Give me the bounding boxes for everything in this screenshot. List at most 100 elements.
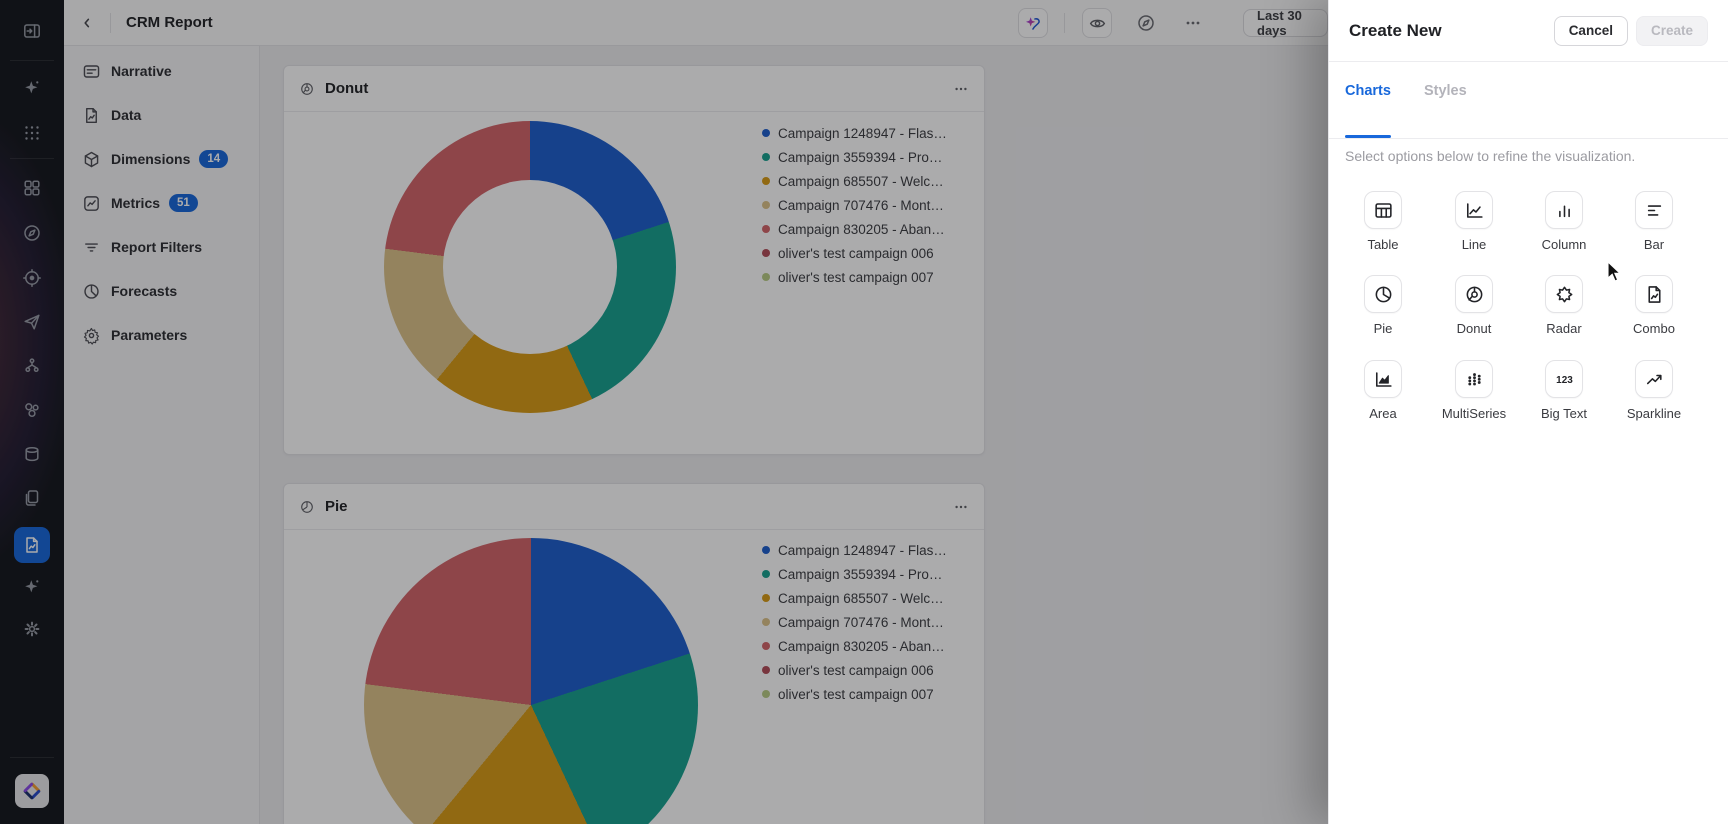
narrative-icon [83,64,100,78]
legend-item[interactable]: Campaign 707476 - Mont… [762,610,947,634]
nav-item-forecasts[interactable]: Forecasts [72,276,254,306]
sidebar-item-pages-icon[interactable] [20,486,44,510]
nav-item-metrics[interactable]: Metrics 51 [72,188,254,218]
nav-item-label: Metrics [111,195,161,211]
chart-type-sparkline[interactable]: Sparkline [1609,360,1699,421]
chart-type-tile[interactable] [1455,191,1493,229]
chevron-left-icon [84,18,90,28]
chart-type-multiseries[interactable]: MultiSeries [1429,360,1519,421]
back-button[interactable] [73,9,101,37]
legend-item[interactable]: Campaign 830205 - Aban… [762,217,947,241]
legend-item[interactable]: Campaign 3559394 - Pro… [762,145,947,169]
sidebar-item-sparkles-icon[interactable] [20,575,44,599]
legend-color-dot [762,225,770,233]
legend-item[interactable]: Campaign 1248947 - Flas… [762,538,947,562]
chart-type-tile[interactable] [1364,191,1402,229]
report-canvas: Donut Campaign 1248947 - Flas… Campaign 3… [260,46,1328,824]
legend-item[interactable]: Campaign 830205 - Aban… [762,634,947,658]
rail-divider [10,158,54,159]
nav-item-badge: 14 [199,150,229,168]
nav-item-label: Forecasts [111,283,178,299]
donut-chart[interactable] [384,121,676,413]
sidebar-item-database-icon[interactable] [20,443,44,467]
sidebar-item-report-icon[interactable] [14,527,50,563]
nav-item-narrative[interactable]: Narrative [72,56,254,86]
legend-item[interactable]: Campaign 3559394 - Pro… [762,562,947,586]
sidebar-item-sparkles-icon[interactable] [20,76,44,100]
legend-color-dot [762,570,770,578]
ai-assistant-button[interactable] [1018,8,1048,38]
chart-type-tile[interactable] [1455,360,1493,398]
pie-chart[interactable] [364,538,698,824]
sidebar-item-panel-toggle-icon[interactable] [20,19,44,43]
sidebar-item-groups-icon[interactable] [20,398,44,422]
legend-color-dot [762,546,770,554]
legend-label: Campaign 1248947 - Flas… [778,125,947,141]
legend-item[interactable]: oliver's test campaign 007 [762,682,947,706]
sidebar-item-send-icon[interactable] [20,310,44,334]
sidebar-item-hierarchy-icon[interactable] [20,354,44,378]
ai-sparkle-icon [1025,16,1040,30]
tab-styles[interactable]: Styles [1423,83,1467,99]
chart-type-tile[interactable]: 123 [1545,360,1583,398]
chart-type-tile[interactable] [1364,275,1402,313]
bigtext-chart-icon: 123 [1556,375,1573,386]
sidebar-item-compass-icon[interactable] [20,221,44,245]
rail-divider [10,60,54,61]
parameters-icon [83,327,100,345]
chart-type-tile[interactable] [1635,191,1673,229]
donut-chart-icon [1466,286,1482,302]
chart-type-big-text[interactable]: 123 Big Text [1519,360,1609,421]
chart-type-donut[interactable]: Donut [1429,275,1519,336]
legend-item[interactable]: oliver's test campaign 006 [762,241,947,265]
panel-hint-text: Select options below to refine the visua… [1345,148,1636,164]
chart-type-label: Area [1369,406,1397,421]
chart-type-combo[interactable]: Combo [1609,275,1699,336]
donut-card-header: Donut [284,66,984,112]
column-chart-icon [1558,205,1570,217]
date-range-button[interactable]: Last 30 days [1243,8,1328,38]
legend-item[interactable]: Campaign 685507 - Welc… [762,169,947,193]
panel-tabs: Charts Styles [1329,62,1728,139]
legend-item[interactable]: Campaign 685507 - Welc… [762,586,947,610]
tab-charts[interactable]: Charts [1345,83,1391,138]
nav-item-dimensions[interactable]: Dimensions 14 [72,144,254,174]
legend-item[interactable]: Campaign 707476 - Mont… [762,193,947,217]
explore-button[interactable] [1136,13,1156,33]
legend-item[interactable]: oliver's test campaign 006 [762,658,947,682]
chart-type-tile[interactable] [1635,275,1673,313]
legend-item[interactable]: Campaign 1248947 - Flas… [762,121,947,145]
create-button[interactable]: Create [1635,15,1708,46]
chart-type-column[interactable]: Column [1519,191,1609,252]
chart-type-table[interactable]: Table [1338,191,1428,252]
sidebar-item-target-icon[interactable] [20,266,44,290]
more-options-button[interactable] [1183,13,1203,33]
nav-item-parameters[interactable]: Parameters [72,320,254,350]
combo-chart-icon [1647,285,1661,303]
cancel-button[interactable]: Cancel [1553,15,1628,46]
chart-type-label: Donut [1456,321,1492,336]
legend-item[interactable]: oliver's test campaign 007 [762,265,947,289]
chart-type-tile[interactable] [1364,360,1402,398]
brand-logo-icon [23,782,41,800]
chart-type-area[interactable]: Area [1338,360,1428,421]
chart-type-pie[interactable]: Pie [1338,275,1428,336]
chart-type-tile[interactable] [1455,275,1493,313]
chart-type-line[interactable]: Line [1429,191,1519,252]
nav-item-report-filters[interactable]: Report Filters [72,232,254,262]
card-menu-button[interactable] [953,495,969,519]
card-menu-button[interactable] [953,77,969,101]
preview-button[interactable] [1082,8,1112,38]
sidebar-item-apps-grid-icon[interactable] [20,121,44,145]
chart-type-tile[interactable] [1635,360,1673,398]
chart-type-radar[interactable]: Radar [1519,275,1609,336]
chart-type-tile[interactable] [1545,191,1583,229]
sidebar-item-settings-icon[interactable] [20,617,44,641]
legend-color-dot [762,666,770,674]
nav-item-data[interactable]: Data [72,100,254,130]
nav-item-badge: 51 [169,194,198,212]
chart-type-bar[interactable]: Bar [1609,191,1699,252]
chart-type-tile[interactable] [1545,275,1583,313]
brand-logo[interactable] [15,774,49,808]
sidebar-item-dashboard-icon[interactable] [20,176,44,200]
